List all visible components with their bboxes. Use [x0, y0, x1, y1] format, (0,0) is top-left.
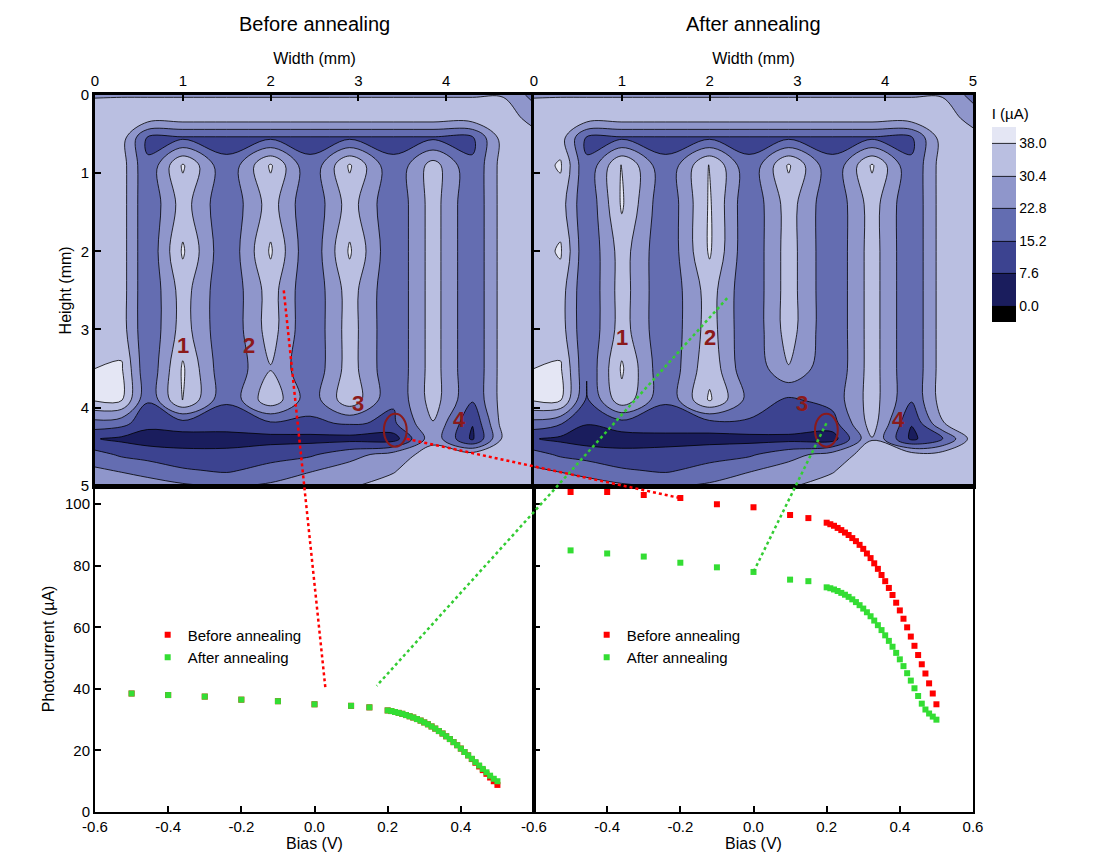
svg-text:2: 2 — [704, 325, 716, 350]
svg-text:4: 4 — [881, 72, 889, 89]
svg-text:Bias (V): Bias (V) — [725, 835, 782, 852]
svg-text:20: 20 — [73, 742, 90, 759]
svg-text:-0.4: -0.4 — [594, 818, 620, 835]
svg-text:3: 3 — [354, 72, 362, 89]
svg-text:60: 60 — [73, 619, 90, 636]
svg-text:1: 1 — [618, 72, 626, 89]
svg-text:1: 1 — [616, 325, 628, 350]
svg-text:Photocurrent (µA): Photocurrent (µA) — [40, 586, 57, 713]
svg-text:30.4: 30.4 — [1019, 168, 1046, 184]
svg-text:1: 1 — [177, 333, 189, 358]
svg-text:4: 4 — [892, 407, 905, 432]
svg-text:Before annealing: Before annealing — [627, 627, 740, 644]
svg-text:0.2: 0.2 — [377, 818, 398, 835]
svg-text:0.0: 0.0 — [743, 818, 764, 835]
svg-text:5: 5 — [969, 72, 977, 89]
svg-text:0.0: 0.0 — [304, 818, 325, 835]
svg-text:-0.4: -0.4 — [155, 818, 181, 835]
svg-text:0: 0 — [81, 86, 89, 103]
svg-text:100: 100 — [65, 495, 90, 512]
svg-text:5: 5 — [81, 477, 89, 494]
svg-text:-0.2: -0.2 — [667, 818, 693, 835]
svg-text:Width (mm): Width (mm) — [712, 50, 795, 67]
svg-text:4: 4 — [453, 407, 466, 432]
svg-text:-0.6: -0.6 — [521, 818, 547, 835]
svg-text:2: 2 — [243, 333, 255, 358]
svg-text:80: 80 — [73, 557, 90, 574]
svg-text:-0.6: -0.6 — [82, 818, 108, 835]
svg-text:Width (mm): Width (mm) — [273, 50, 356, 67]
svg-text:15.2: 15.2 — [1019, 233, 1046, 249]
svg-text:3: 3 — [796, 391, 808, 416]
svg-text:3: 3 — [81, 321, 89, 338]
svg-text:0.0: 0.0 — [1019, 298, 1039, 314]
svg-text:0.6: 0.6 — [963, 818, 984, 835]
svg-text:1: 1 — [179, 72, 187, 89]
svg-text:0: 0 — [91, 72, 99, 89]
svg-text:0: 0 — [82, 803, 90, 820]
svg-text:22.8: 22.8 — [1019, 200, 1046, 216]
svg-text:4: 4 — [81, 399, 89, 416]
svg-text:-0.2: -0.2 — [228, 818, 254, 835]
svg-text:2: 2 — [266, 72, 274, 89]
svg-text:1: 1 — [81, 164, 89, 181]
svg-text:Height (mm): Height (mm) — [57, 246, 74, 334]
svg-text:38.0: 38.0 — [1019, 135, 1046, 151]
svg-text:3: 3 — [793, 72, 801, 89]
svg-text:After annealing: After annealing — [188, 649, 289, 666]
svg-text:Bias (V): Bias (V) — [286, 835, 343, 852]
svg-text:0.4: 0.4 — [889, 818, 910, 835]
svg-text:7.6: 7.6 — [1019, 265, 1039, 281]
svg-text:After annealing: After annealing — [627, 649, 728, 666]
svg-text:I (µA): I (µA) — [992, 105, 1029, 122]
svg-text:2: 2 — [705, 72, 713, 89]
svg-text:2: 2 — [81, 243, 89, 260]
svg-text:40: 40 — [73, 680, 90, 697]
svg-text:Before annealing: Before annealing — [239, 13, 390, 35]
svg-text:0.4: 0.4 — [450, 818, 471, 835]
svg-text:After annealing: After annealing — [686, 13, 821, 35]
svg-text:4: 4 — [442, 72, 450, 89]
svg-text:0: 0 — [530, 72, 538, 89]
svg-text:0.2: 0.2 — [816, 818, 837, 835]
svg-text:3: 3 — [352, 391, 364, 416]
svg-text:Before annealing: Before annealing — [188, 627, 301, 644]
